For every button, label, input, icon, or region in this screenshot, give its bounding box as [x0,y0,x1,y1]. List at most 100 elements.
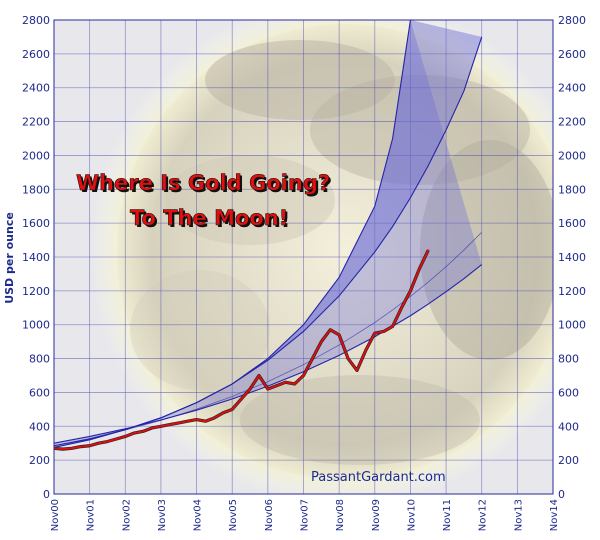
y-tick-right-0: 0 [558,488,565,501]
price-point-14 [177,422,180,424]
y-tick-left-800: 800 [29,353,50,366]
price-series [54,249,430,451]
forecast-band [54,20,483,448]
x-tick-Nov13: Nov13 [513,499,524,531]
y-tick-right-2000: 2000 [558,149,586,162]
y-tick-left-1200: 1200 [22,285,50,298]
x-axis: Nov00 Nov01 Nov02 Nov03 Nov04 Nov05 Nov06 Nov07… [50,499,560,531]
price-point-7 [115,438,118,440]
x-tick-Nov01: Nov01 [86,499,97,531]
price-point-12 [160,425,162,428]
price-point-23 [258,374,260,377]
price-point-5 [97,442,100,445]
price-point-41 [418,267,421,270]
y-tick-right-2600: 2600 [558,48,586,61]
x-tick-Nov00: Nov00 [50,499,61,531]
band-mid-line [54,232,482,447]
y-tick-right-1200: 1200 [558,285,586,298]
plot-border [53,19,554,495]
x-tick-Nov02: Nov02 [121,499,132,531]
price-point-13 [168,423,171,426]
y-tick-right-1600: 1600 [558,217,586,230]
price-point-34 [356,369,358,372]
price-point-18 [213,416,216,419]
x-tick-Nov14: Nov14 [549,499,560,531]
price-point-6 [106,440,109,443]
price-point-28 [302,374,305,377]
chart-title: Where Is Gold Going? [76,171,330,195]
chart-subtitle: To The Moon! [130,206,288,230]
price-point-32 [338,333,341,336]
x-tick-Nov03: Nov03 [157,499,168,531]
y-axis-left: 0 200 400 600 800 1000 1200 1400 1600 1800 2000 220… [22,14,50,501]
price-point-1 [62,448,64,451]
y-tick-right-1000: 1000 [558,319,586,332]
y-tick-left-0: 0 [43,488,50,501]
y-tick-right-1400: 1400 [558,251,586,264]
price-point-24 [266,388,269,390]
price-point-39 [400,306,403,309]
y-tick-right-600: 600 [558,386,579,399]
price-point-26 [284,381,287,384]
y-tick-right-2800: 2800 [558,14,586,27]
y-tick-right-800: 800 [558,353,579,366]
x-tick-Nov09: Nov09 [371,499,382,531]
x-tick-Nov06: Nov06 [264,499,275,531]
y-tick-right-1800: 1800 [558,183,586,196]
price-point-35 [364,349,367,352]
band-fill [54,20,482,448]
y-tick-left-2800: 2800 [22,14,50,27]
y-tick-left-2400: 2400 [22,82,50,95]
x-tick-Nov12: Nov12 [478,499,489,531]
y-tick-right-200: 200 [558,454,579,467]
y-tick-right-2400: 2400 [558,82,586,95]
price-point-19 [222,411,225,414]
price-point-31 [329,328,332,331]
price-point-17 [204,420,207,423]
price-point-3 [79,445,82,448]
chart-title-shadow: Where Is Gold Going? [78,173,332,197]
moon-backdrop [90,20,553,494]
price-point-16 [195,418,198,421]
price-point-22 [249,388,251,390]
x-tick-Nov05: Nov05 [228,499,239,531]
y-tick-left-2200: 2200 [22,116,50,129]
price-point-15 [186,420,189,423]
band-steep-line [54,36,483,448]
price-point-27 [293,383,296,385]
price-point-40 [409,289,412,292]
price-point-2 [70,447,73,450]
y-tick-left-1800: 1800 [22,183,50,196]
x-tick-Nov10: Nov10 [406,499,417,531]
y-tick-left-2600: 2600 [22,48,50,61]
price-point-42 [427,249,430,252]
price-point-29 [311,357,314,360]
y-tick-left-1000: 1000 [22,319,50,332]
price-point-30 [320,340,323,343]
y-tick-right-400: 400 [558,420,579,433]
price-point-37 [382,330,385,333]
y-tick-left-600: 600 [29,386,50,399]
price-point-33 [347,357,349,360]
price-point-36 [373,332,376,335]
chart-subtitle-shadow: To The Moon! [132,208,290,232]
y-tick-left-1400: 1400 [22,251,50,264]
y-tick-left-2000: 2000 [22,149,50,162]
credit-label: PassantGardant.com [311,470,446,485]
price-point-11 [151,427,153,429]
y-tick-left-1600: 1600 [22,217,50,230]
x-tick-Nov04: Nov04 [193,499,204,531]
y-axis-right: 0 200 400 600 800 1000 1200 1400 1600 1800 2000 220… [558,14,586,501]
x-tick-Nov07: Nov07 [300,499,311,531]
y-axis-label: USD per ounce [3,212,16,304]
y-tick-left-200: 200 [29,454,50,467]
price-point-4 [88,444,91,447]
price-point-21 [240,398,243,401]
price-point-9 [133,432,136,434]
x-tick-Nov11: Nov11 [442,499,453,531]
price-point-38 [391,325,394,328]
y-tick-left-400: 400 [29,420,50,433]
x-tick-Nov08: Nov08 [335,499,346,531]
y-tick-right-2200: 2200 [558,116,586,129]
